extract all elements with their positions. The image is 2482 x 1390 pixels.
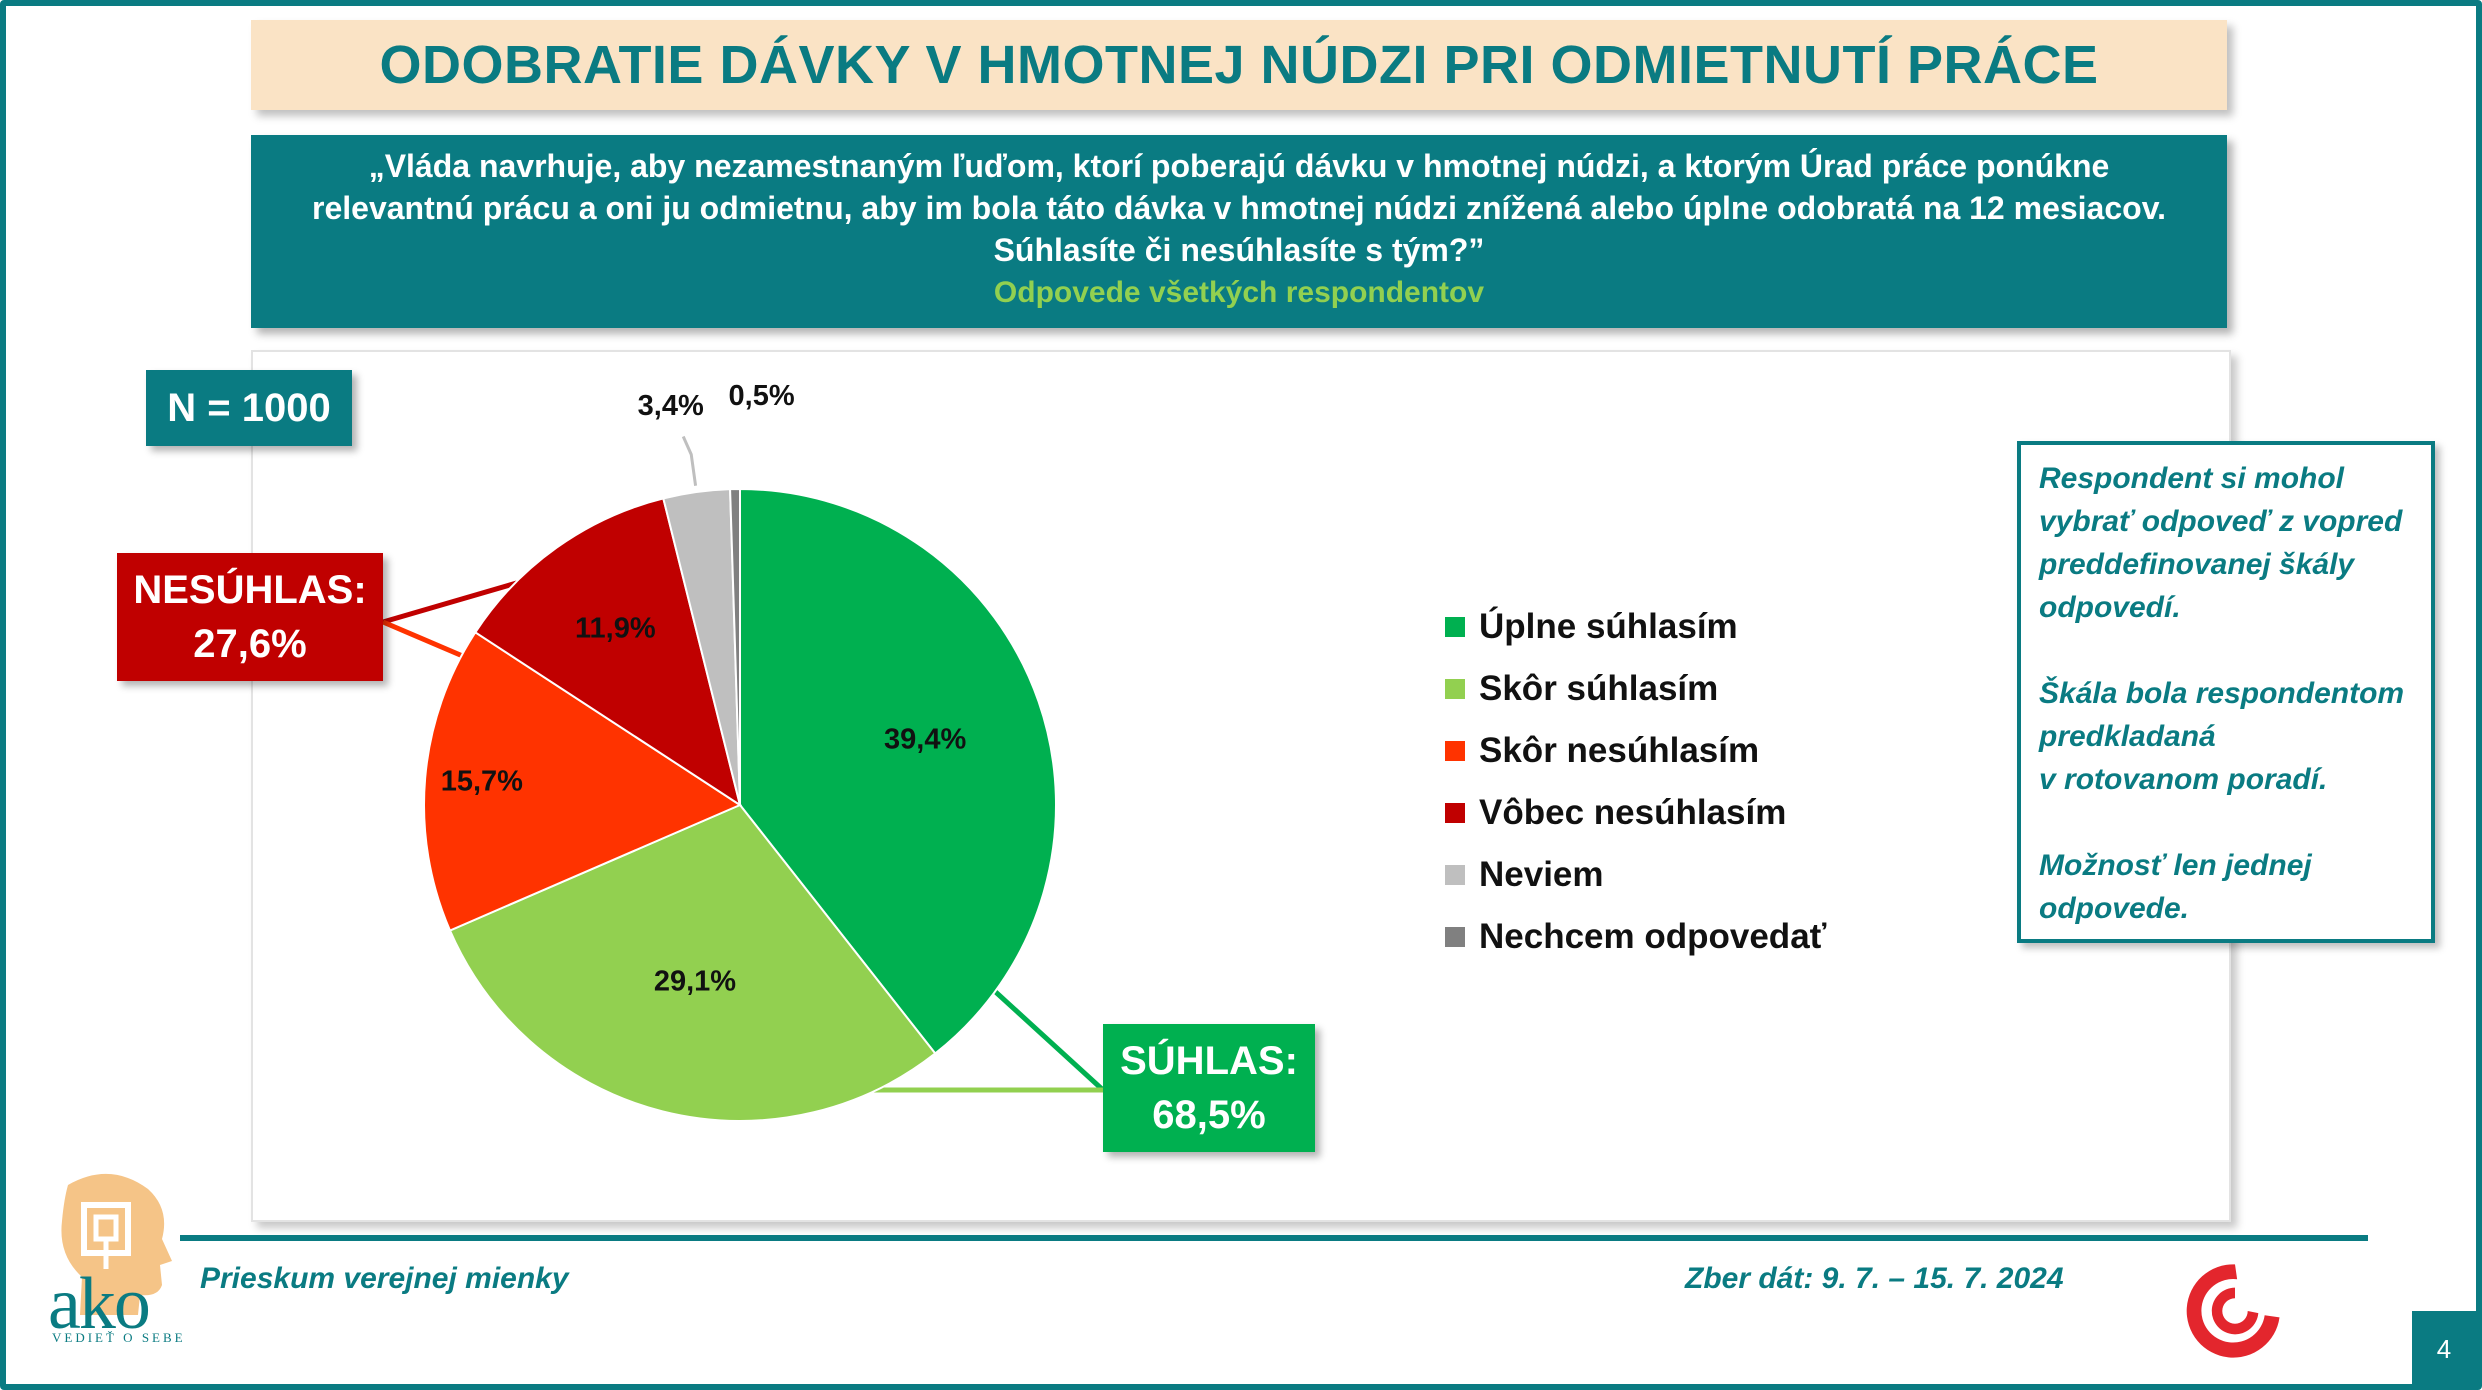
legend-item-vobec-nesuhlasim: Vôbec nesúhlasím [1445, 782, 1826, 844]
pie-slice-skor-suhlasim [448, 803, 937, 1122]
legend-label: Skôr nesúhlasím [1479, 731, 1760, 770]
pie-slice-nechcem-odpovedat [729, 487, 741, 806]
footer-data-collection: Zber dát: 9. 7. – 15. 7. 2024 [1685, 1262, 2064, 1295]
leader-line-uplne-suhlasim [986, 983, 1105, 1092]
pie-label-skor-suhlasim: 29,1% [654, 965, 736, 997]
leader-line-skor-nesuhlasim [382, 619, 473, 663]
legend-swatch [1445, 679, 1465, 699]
footer-divider [180, 1235, 2368, 1241]
sample-size-badge: N = 1000 [146, 370, 352, 446]
legend-swatch [1445, 927, 1465, 947]
legend-label: Neviem [1479, 855, 1604, 894]
methodology-note: Respondent si mohol vybrať odpoveď z vop… [2017, 441, 2435, 943]
legend-label: Vôbec nesúhlasím [1479, 793, 1787, 832]
pie-label-nechcem-odpovedat: 0,5% [729, 380, 795, 412]
question-box: „Vláda navrhuje, aby nezamestnaným ľuďom… [251, 135, 2227, 328]
question-text: „Vláda navrhuje, aby nezamestnaným ľuďom… [312, 148, 2166, 268]
legend-item-skor-nesuhlasim: Skôr nesúhlasím [1445, 720, 1826, 782]
legend-item-nechcem-odpovedat: Nechcem odpovedať [1445, 906, 1826, 968]
note-paragraph-3: Možnosť len jednej odpovede. [2039, 849, 2312, 925]
ako-logo-icon [61, 1173, 172, 1315]
agree-callout-value: 68,5% [1152, 1093, 1266, 1137]
legend-swatch [1445, 741, 1465, 761]
legend-item-skor-suhlasim: Skôr súhlasím [1445, 658, 1826, 720]
disagree-callout: NESÚHLAS: 27,6% [117, 553, 383, 681]
disagree-callout-label: NESÚHLAS: [133, 568, 367, 612]
callout-leaders [382, 435, 1105, 1093]
slide-title-text: ODOBRATIE DÁVKY V HMOTNEJ NÚDZI PRI ODMI… [379, 35, 2099, 95]
pie-slice-vobec-nesuhlasim [473, 497, 742, 808]
legend-swatch [1445, 803, 1465, 823]
legend-item-neviem: Neviem [1445, 844, 1826, 906]
pie-label-neviem: 3,4% [638, 390, 704, 422]
leader-line-neviem [681, 435, 698, 486]
pie-label-vobec-nesuhlasim: 11,9% [575, 613, 656, 645]
pie-slice-uplne-suhlasim [739, 487, 1057, 1055]
agree-callout-label: SÚHLAS: [1120, 1039, 1298, 1083]
leader-line-vobec-nesuhlasim [382, 579, 521, 625]
disagree-callout-value: 27,6% [193, 622, 307, 666]
legend-label: Skôr súhlasím [1479, 669, 1719, 708]
legend-swatch [1445, 865, 1465, 885]
legend-label: Úplne súhlasím [1479, 607, 1738, 646]
page-number: 4 [2412, 1311, 2476, 1387]
slide-title: ODOBRATIE DÁVKY V HMOTNEJ NÚDZI PRI ODMI… [251, 20, 2227, 110]
chart-legend: Úplne súhlasím Skôr súhlasím Skôr nesúhlas… [1445, 596, 1826, 968]
footer-survey-name: Prieskum verejnej mienky [200, 1262, 569, 1295]
note-paragraph-2: Škála bola respondentom predkladaná v ro… [2039, 677, 2405, 796]
swirl-logo-icon [2186, 1264, 2280, 1358]
note-paragraph-1: Respondent si mohol vybrať odpoveď z vop… [2039, 462, 2403, 624]
legend-label: Nechcem odpovedať [1479, 917, 1827, 956]
pie-label-uplne-suhlasim: 39,4% [884, 724, 966, 756]
pie-slice-skor-nesuhlasim [423, 630, 743, 932]
agree-callout: SÚHLAS: 68,5% [1103, 1024, 1315, 1152]
pie-label-skor-nesuhlasim: 15,7% [441, 766, 523, 798]
ako-logo-tagline: VEDIEŤ O SEBE [52, 1330, 186, 1345]
question-subtitle: Odpovede všetkých respondentov [993, 276, 1485, 309]
legend-swatch [1445, 617, 1465, 637]
ako-logo-text: ako [48, 1263, 151, 1345]
legend-item-uplne-suhlasim: Úplne súhlasím [1445, 596, 1826, 658]
